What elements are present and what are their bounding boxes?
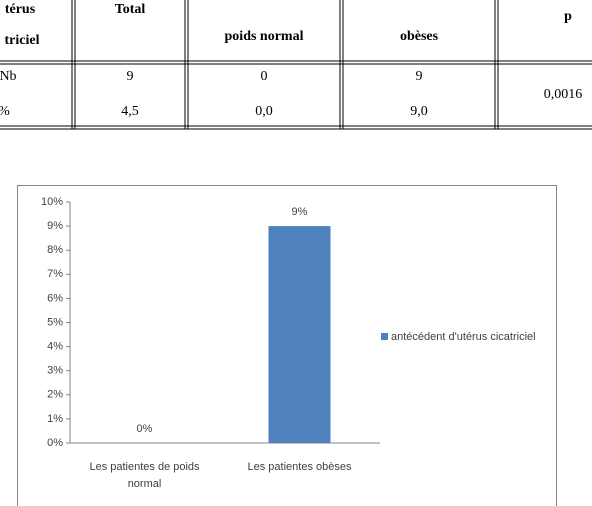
y-tick-label: 1% bbox=[47, 413, 63, 425]
y-tick-label: 5% bbox=[47, 316, 63, 328]
cell: 0,0016 bbox=[544, 87, 583, 102]
y-tick-label: 0% bbox=[47, 437, 63, 449]
y-tick-label: 2% bbox=[47, 389, 63, 401]
legend-swatch bbox=[381, 333, 388, 340]
chart: 0% 1% 2% 3% 4% 5% 6% 7% 8% 9% 10% Les patientes de … bbox=[41, 196, 536, 490]
header-cell: triciel bbox=[5, 33, 40, 48]
cell: Nb bbox=[0, 69, 17, 84]
cell: 9 bbox=[416, 69, 423, 84]
value-label: 9% bbox=[292, 206, 308, 218]
y-tick-label: 8% bbox=[47, 244, 63, 256]
y-tick-label: 10% bbox=[41, 196, 63, 208]
y-tick-label: 3% bbox=[47, 365, 63, 377]
x-tick-label: Les patientes de poids normal bbox=[89, 461, 200, 490]
header-cell: térus bbox=[5, 2, 36, 17]
y-tick-label: 9% bbox=[47, 220, 63, 232]
bar bbox=[268, 226, 331, 443]
x-tick-label: Les patientes obèses bbox=[248, 461, 352, 473]
header-cell: Total bbox=[115, 2, 146, 17]
cell: 4,5 bbox=[121, 104, 139, 119]
header-cell: poids normal bbox=[225, 29, 304, 44]
y-tick-label: 4% bbox=[47, 341, 63, 353]
header-cell: p bbox=[564, 9, 572, 24]
cell: 9,0 bbox=[410, 104, 428, 119]
cell: 0 bbox=[261, 69, 268, 84]
value-label: 0% bbox=[137, 423, 153, 435]
y-tick-label: 7% bbox=[47, 268, 63, 280]
y-tick-label: 6% bbox=[47, 292, 63, 304]
table: térus triciel Total poids normal obèses … bbox=[0, 0, 592, 130]
header-cell: obèses bbox=[400, 29, 439, 44]
legend-label: antécédent d'utérus cicatriciel bbox=[391, 331, 536, 343]
cell: 0,0 bbox=[255, 104, 273, 119]
cell: % bbox=[0, 104, 10, 119]
cell: 9 bbox=[127, 69, 134, 84]
